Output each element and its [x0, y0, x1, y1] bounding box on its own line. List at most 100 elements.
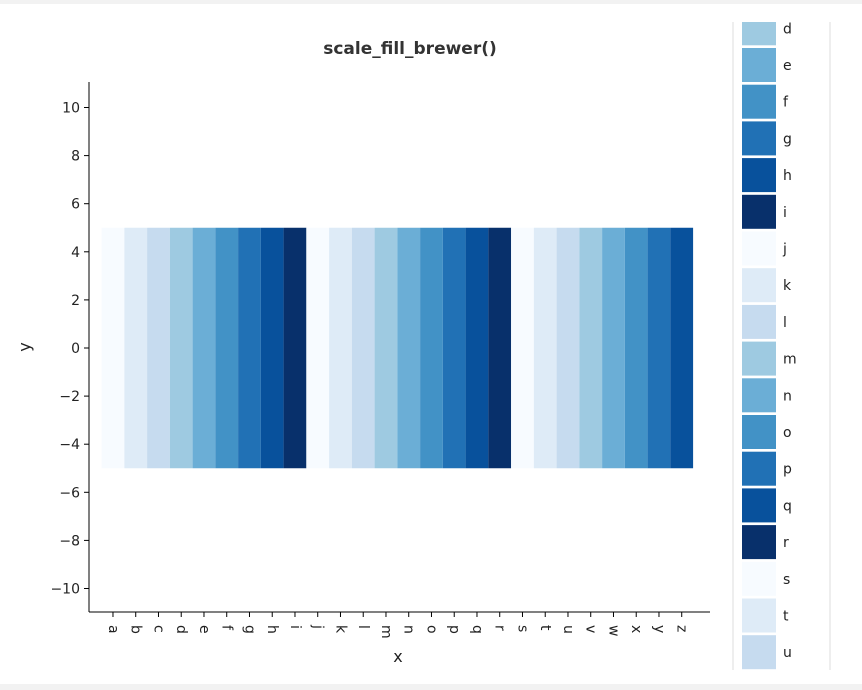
x-axis-title: x	[393, 647, 402, 666]
bar-n	[397, 227, 421, 469]
legend-key-p	[742, 451, 776, 486]
legend-key-h	[742, 158, 776, 193]
axes: −10 −8 −6 −4 −2 0 2 4 6 8 10 a b c d e f g h i j k l m n o p q r s t u v…	[50, 82, 710, 639]
bar-s	[511, 227, 534, 469]
x-tick-label: b	[128, 625, 144, 634]
bottom-border	[0, 684, 862, 690]
bar-g	[238, 227, 261, 469]
x-tick-label: k	[332, 625, 348, 634]
x-tick-label: y	[651, 625, 667, 633]
legend-key-u	[742, 635, 776, 670]
y-tick-label: 0	[71, 341, 80, 357]
bar-x	[624, 227, 648, 469]
y-tick-label: −10	[50, 582, 80, 598]
x-tick-label: e	[196, 625, 212, 634]
top-border	[0, 0, 862, 4]
x-tick-label: u	[560, 625, 576, 634]
plot-area	[101, 227, 694, 469]
x-tick-label: j	[310, 624, 326, 629]
bar-p	[442, 227, 466, 469]
bar-h	[260, 227, 284, 469]
legend-label-l: l	[783, 315, 787, 331]
bar-r	[488, 227, 512, 469]
legend-key-o	[742, 415, 776, 449]
y-axis-title: y	[15, 342, 34, 351]
legend-key-q	[742, 488, 776, 523]
x-tick-label: o	[423, 625, 439, 634]
x-tick-label: a	[105, 625, 121, 634]
x-tick-label: d	[173, 625, 189, 634]
y-tick-label: 10	[62, 101, 80, 117]
legend-label-g: g	[783, 131, 792, 147]
bar-b	[124, 227, 148, 469]
legend-label-u: u	[783, 645, 792, 661]
legend-label-q: q	[783, 498, 792, 514]
x-tick-label: x	[628, 625, 644, 633]
x-tick-label: r	[492, 625, 508, 631]
x-tick-label: l	[355, 625, 371, 629]
legend-key-l	[742, 304, 776, 339]
y-tick-label: −8	[59, 533, 80, 549]
legend-key-i	[742, 194, 776, 229]
bar-c	[147, 227, 170, 469]
x-tick-label: n	[401, 625, 417, 634]
bar-u	[556, 227, 580, 469]
bar-y	[647, 227, 671, 469]
bar-m	[374, 227, 398, 469]
legend-label-k: k	[783, 278, 792, 294]
legend-label-j: j	[782, 242, 787, 258]
legend-label-p: p	[783, 462, 792, 478]
bar-q	[465, 227, 489, 469]
bar-a	[101, 227, 125, 469]
bar-j	[306, 227, 330, 469]
x-tick-label: i	[287, 625, 303, 629]
bar-v	[579, 227, 603, 469]
legend-key-e	[742, 48, 776, 82]
legend-key-m	[742, 341, 776, 376]
x-tick-label: h	[264, 625, 280, 634]
x-tick-label: z	[674, 625, 690, 632]
bar-o	[420, 227, 443, 469]
legend-label-n: n	[783, 388, 792, 404]
y-tick-label: 2	[71, 293, 80, 309]
legend-label-e: e	[783, 58, 792, 74]
legend-key-j	[742, 231, 776, 266]
x-tick-label: q	[469, 625, 485, 634]
legend-label-o: o	[783, 425, 792, 441]
legend-key-d	[742, 22, 776, 46]
x-tick-label: f	[219, 625, 235, 631]
bar-l	[351, 227, 375, 469]
legend[interactable]: d e f g h i j k l m n o p q r s t u	[732, 11, 831, 670]
bar-i	[283, 227, 307, 469]
y-tick-label: −6	[59, 485, 80, 501]
x-tick-label: c	[150, 625, 166, 633]
legend-key-g	[742, 121, 776, 156]
bar-w	[602, 227, 625, 469]
y-tick-label: −4	[59, 437, 80, 453]
bar-f	[215, 227, 239, 469]
y-tick-label: 8	[71, 149, 80, 165]
legend-key-t	[742, 598, 776, 633]
y-tick-label: 4	[71, 245, 80, 261]
x-tick-label: p	[446, 625, 462, 634]
legend-label-i: i	[783, 205, 787, 221]
chart-title: scale_fill_brewer()	[323, 39, 497, 59]
x-tick-label: m	[378, 625, 394, 639]
legend-label-f: f	[783, 95, 789, 111]
legend-label-t: t	[783, 609, 789, 625]
y-tick-label: 6	[71, 197, 80, 213]
legend-label-d: d	[783, 21, 792, 37]
y-tick-label: −2	[59, 389, 80, 405]
bar-z	[670, 227, 694, 469]
legend-key-k	[742, 268, 776, 303]
x-tick-label: g	[241, 625, 257, 634]
legend-label-m: m	[783, 352, 797, 368]
bar-d	[169, 227, 193, 469]
x-tick-label: v	[583, 625, 599, 633]
x-tick-label: t	[537, 625, 553, 631]
legend-label-r: r	[783, 535, 789, 551]
legend-key-r	[742, 525, 776, 560]
legend-key-n	[742, 378, 776, 413]
legend-key-f	[742, 84, 776, 119]
